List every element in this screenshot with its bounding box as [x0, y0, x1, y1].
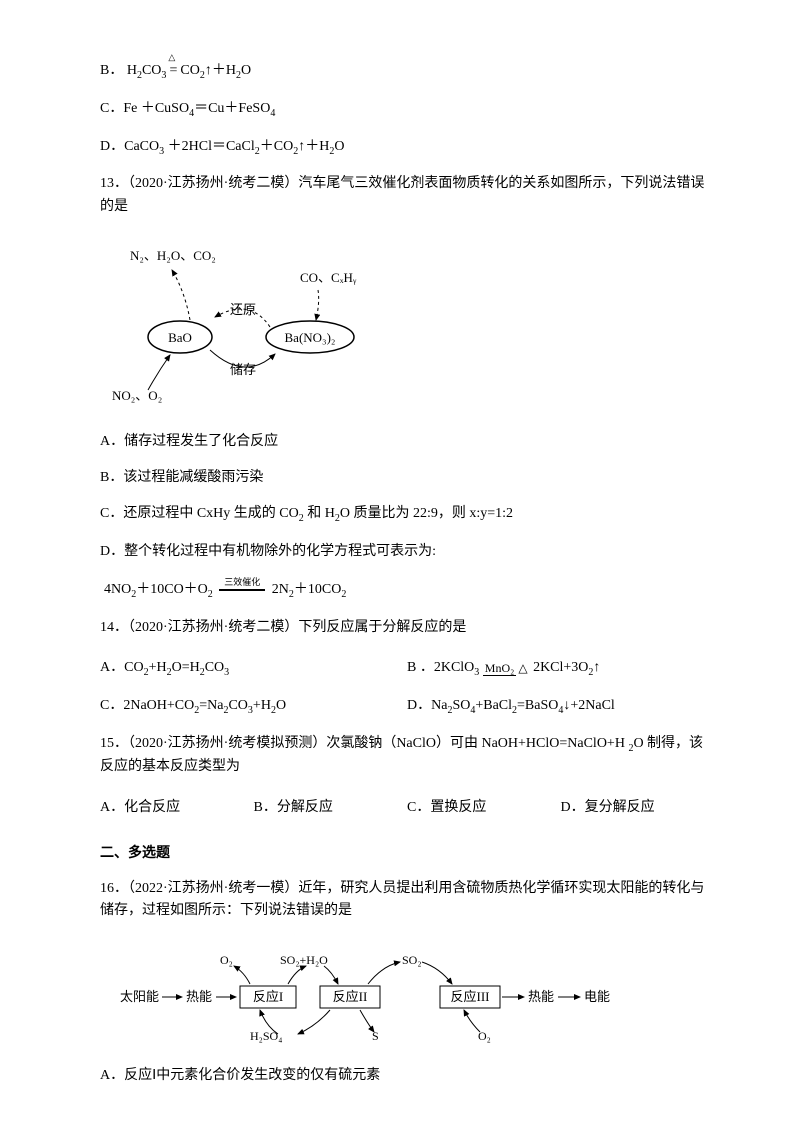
label-reduce: 还原	[230, 302, 256, 317]
option-label: B．	[100, 63, 123, 78]
arrow-icon	[298, 1010, 330, 1034]
q16-stem: 16．（2022·江苏扬州·统考一模）近年，研究人员提出利用含硫物质热化学循环实…	[100, 878, 714, 923]
q15-option-d: D．复分解反应	[561, 797, 715, 819]
arrow-icon	[324, 966, 338, 984]
label-so2: SO₂	[402, 953, 422, 967]
reaction-arrow-icon: 三效催化	[219, 578, 265, 602]
label-so2h2o: SO₂+H₂O	[280, 953, 328, 967]
diagram-label-in: CO、CₓHᵧ	[300, 270, 357, 286]
q13-option-b: B．该过程能减缓酸雨污染	[100, 467, 714, 489]
arrow-icon	[234, 966, 250, 984]
q13-option-c: C．还原过程中 CxHy 生成的 CO2 和 H2O 质量比为 22:9，则 x…	[100, 503, 714, 527]
label-o2b: O₂	[478, 1029, 491, 1043]
q12-option-c: C．Fe ＋CuSO4＝Cu＋FeSO4	[100, 98, 714, 122]
diagram-label-out: N₂、H₂O、CO₂	[130, 248, 216, 263]
node-bao-label: BaO	[168, 330, 192, 345]
q15-option-c: C．置换反应	[407, 797, 561, 819]
q16-option-a: A．反应Ⅰ中元素化合价发生改变的仅有硫元素	[100, 1065, 714, 1087]
label-r3: 反应III	[451, 989, 490, 1004]
q12-option-d: D．CaCO3 ＋2HCl＝CaCl2＋CO2↑＋H2O	[100, 136, 714, 160]
label-o2: O₂	[220, 953, 233, 967]
q14-option-c: C．2NaOH+CO2=Na2CO3+H2O	[100, 695, 407, 719]
label-store: 储存	[230, 362, 256, 377]
q13-diagram: N₂、H₂O、CO₂ CO、CₓHᵧ NO₂、O₂ BaO Ba(NO₃)₂ 还…	[100, 242, 400, 412]
arrow-icon	[368, 962, 400, 984]
label-heat2: 热能	[528, 989, 554, 1004]
q13-option-a: A．储存过程发生了化合反应	[100, 431, 714, 453]
label-sun: 太阳能	[120, 989, 159, 1004]
q15-option-a: A．化合反应	[100, 797, 254, 819]
reaction-condition-icon: MnO₂△	[483, 662, 530, 674]
arrow-icon	[360, 1010, 374, 1032]
q13-option-d: D．整个转化过程中有机物除外的化学方程式可表示为:	[100, 541, 714, 563]
q12-option-b: B． H2CO3△=CO2↑＋H2O	[100, 60, 714, 84]
q16-diagram: 太阳能 热能 反应I 反应II 反应III 热能 电能 O₂ SO₂+H₂O S…	[120, 946, 650, 1046]
section-2-title: 二、多选题	[100, 841, 714, 863]
q14-stem: 14．（2020·江苏扬州·统考二模）下列反应属于分解反应的是	[100, 617, 714, 639]
label-heat1: 热能	[186, 989, 212, 1004]
arrow-icon	[422, 962, 452, 984]
label-r2: 反应II	[333, 989, 368, 1004]
label-r1: 反应I	[253, 989, 283, 1004]
q14-option-d: D．Na2SO4+BaCl2=BaSO4↓+2NaCl	[407, 695, 714, 719]
arrow-out	[172, 270, 190, 320]
q14-option-b: B ．2KClO3 MnO₂△ 2KCl+3O2↑	[407, 657, 714, 681]
label-elec: 电能	[584, 989, 610, 1004]
label-h2so4: H₂SO₄	[250, 1029, 282, 1043]
q14-option-a: A．CO2+H2O=H2CO3	[100, 657, 407, 681]
arrow-bl	[148, 355, 170, 390]
q13-stem: 13．（2020·江苏扬州·统考二模）汽车尾气三效催化剂表面物质转化的关系如图所…	[100, 173, 714, 218]
diagram-label-bl: NO₂、O₂	[112, 388, 162, 403]
arrow-icon	[288, 966, 306, 984]
q15-option-b: B．分解反应	[254, 797, 408, 819]
node-bano3-label: Ba(NO₃)₂	[285, 330, 336, 345]
q15-stem: 15．（2020·江苏扬州·统考模拟预测）次氯酸钠（NaClO）可由 NaOH+…	[100, 733, 714, 779]
q13-option-d-eq: 4NO2＋10CO＋O2 三效催化 2N2＋10CO2	[104, 578, 714, 603]
page-content: B． H2CO3△=CO2↑＋H2O C．Fe ＋CuSO4＝Cu＋FeSO4 …	[0, 0, 794, 1141]
arrow-in	[316, 290, 319, 320]
